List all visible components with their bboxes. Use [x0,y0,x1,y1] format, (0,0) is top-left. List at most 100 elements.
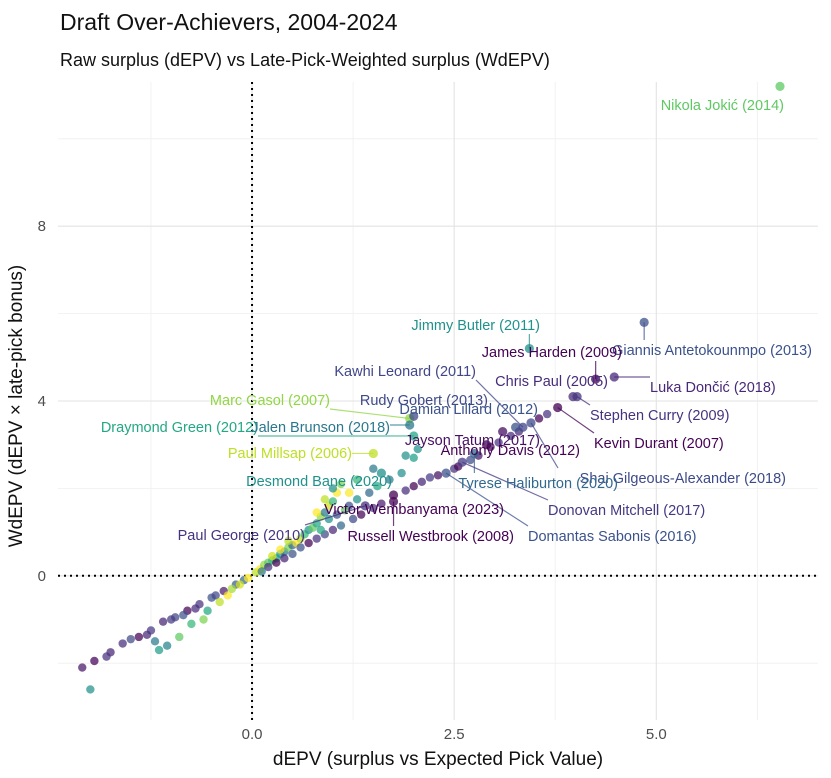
x-axis-title: dEPV (surplus vs Expected Pick Value) [273,749,603,770]
point-label: Donovan Mitchell (2017) [548,503,705,519]
chart-subtitle: Raw surplus (dEPV) vs Late-Pick-Weighted… [60,50,550,70]
data-point [86,685,95,694]
data-point [494,438,503,447]
data-point [134,632,144,642]
data-point [166,615,176,624]
labeled-data-point [498,426,508,437]
data-point [150,637,160,646]
data-point [280,554,289,563]
label-leader-line [304,505,366,526]
data-point [369,503,378,513]
point-labels: Nikola Jokić (2014) Giannis Antetokounmpo… [101,98,812,545]
data-point [409,453,418,463]
point-label: Tyrese Haliburton (2020) [458,476,618,492]
data-point [320,495,330,504]
data-point [211,591,220,600]
data-point [187,619,196,629]
data-point [413,444,422,454]
label-leaders [257,322,651,527]
data-point [264,562,273,572]
y-tick-label: 4 [38,393,46,410]
label-leader-line [475,379,524,428]
y-tick-label: 8 [38,218,46,235]
labeled-data-point [481,440,492,450]
point-label: Kevin Durant (2007) [594,436,724,452]
data-point [268,551,277,561]
data-point [257,567,266,576]
data-point [385,475,394,484]
data-point [142,630,152,639]
point-label: Luka Dončić (2018) [650,380,776,396]
data-point [215,597,224,607]
x-tick-label: 0.0 [242,726,263,743]
data-point [191,604,200,613]
point-label: Shai Gilgeous-Alexander (2018) [580,471,786,487]
data-point [336,521,346,530]
data-point [243,573,253,583]
data-point [401,486,410,495]
data-point [162,641,172,650]
data-point [348,514,358,524]
data-point [344,488,354,497]
point-label: Desmond Bane (2020) [246,474,392,490]
data-point [175,632,184,642]
reference-lines [58,82,818,720]
point-label: Draymond Green (2012) [101,420,258,436]
data-point [179,610,188,620]
data-point [126,634,135,644]
data-point [433,471,443,480]
labeled-data-point [511,422,521,432]
y-axis-title: WdEPV (dEPV × late-pick bonus) [6,265,27,548]
label-leader-line [329,408,410,420]
data-point [417,477,427,487]
data-point [78,663,87,672]
point-label: Damian Lillard (2012) [399,402,538,418]
data-point [466,455,475,465]
point-label: Rudy Gobert (2013) [360,393,488,409]
point-label: Russell Westbrook (2008) [347,529,514,545]
tick-labels: 0.0 2.5 5.0 0 4 8 [38,218,667,743]
point-label: Marc Gasol (2007) [210,393,330,409]
data-point [227,584,237,594]
data-point [296,543,305,552]
data-point [506,431,515,441]
data-point [401,451,410,460]
data-point [223,591,232,600]
data-point [369,464,378,473]
label-leader-line [530,422,559,469]
labeled-data-point [388,490,399,500]
data-point [102,652,111,661]
point-label: Paul Millsap (2006) [228,446,352,462]
data-point [365,488,374,497]
data-point [304,538,313,548]
data-point [312,534,321,543]
data-point [316,525,325,535]
point-label: Giannis Antetokounmpo (2013) [612,343,812,359]
x-tick-label: 5.0 [646,726,667,743]
data-point [312,519,321,528]
data-point [90,656,99,666]
data-point [377,499,386,508]
point-label: Anthony Davis (2012) [441,443,580,459]
data-point [328,484,338,493]
data-point [356,510,366,519]
data-point [542,409,552,419]
data-points [78,81,785,694]
data-point [320,508,330,517]
data-point [328,497,338,506]
point-label: Jimmy Butler (2011) [411,318,540,334]
label-leader-line [462,461,549,501]
chart-title: Draft Over-Achievers, 2004-2024 [60,9,398,35]
point-label: Chris Paul (2005) [495,374,608,390]
data-point [352,475,362,484]
data-point [397,468,406,478]
data-point [425,473,435,482]
data-point [328,525,338,535]
label-leader-line [576,396,591,406]
x-tick-label: 2.5 [444,726,465,743]
data-point [288,549,297,559]
point-label: Victor Wembanyama (2023) [324,502,504,518]
data-point [312,508,321,517]
data-point [373,482,382,491]
point-label: Nikola Jokić (2014) [661,98,784,114]
